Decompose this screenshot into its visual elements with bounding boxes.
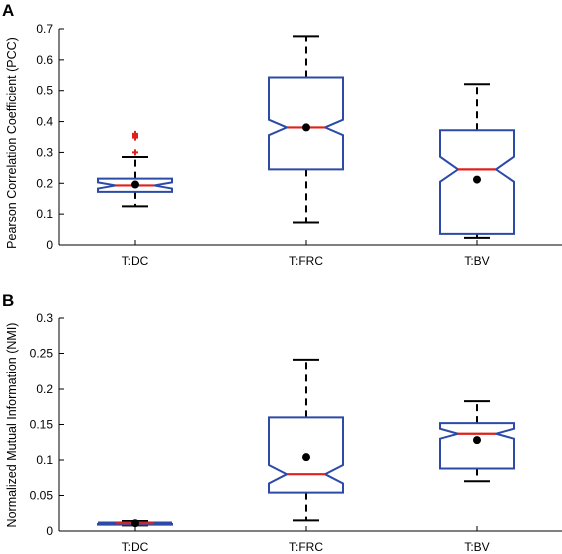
panel-a-x-tick-label: T:FRC bbox=[289, 254, 323, 268]
panel-b-box-2 bbox=[439, 400, 515, 483]
box-body bbox=[439, 129, 515, 235]
panel-b-y-tick-label: 0.15 bbox=[30, 418, 54, 432]
mean-marker bbox=[131, 519, 139, 528]
mean-marker bbox=[473, 175, 481, 184]
panel-a-plot: 0 0.1 0.2 0.3 0.4 0.5 0.6 0.7 T:DC T:FRC T:BV bbox=[36, 22, 562, 268]
panel-a-y-tick-label: 0.2 bbox=[36, 176, 53, 190]
panel-b: B Normalized Mutual Information (NMI) 00… bbox=[2, 291, 562, 554]
panel-b-y-axis-label: Normalized Mutual Information (NMI) bbox=[5, 323, 19, 528]
panel-a-y-tick-label: 0.4 bbox=[36, 115, 53, 129]
box-body bbox=[97, 521, 173, 526]
mean-marker bbox=[131, 180, 139, 189]
panel-a-y-tick-label: 0 bbox=[46, 238, 53, 252]
panel-b-box-1 bbox=[268, 358, 344, 522]
box-body bbox=[439, 422, 515, 470]
panel-a-x-tick-label: T:BV bbox=[464, 254, 489, 268]
panel-a-letter: A bbox=[2, 1, 14, 20]
panel-a-box-0 bbox=[97, 130, 173, 208]
panel-b-y-tick-label: 0 bbox=[46, 524, 53, 538]
mean-marker bbox=[302, 453, 310, 462]
panel-a-y-tick-label: 0.3 bbox=[36, 145, 53, 159]
box-body bbox=[268, 76, 344, 171]
panel-a-y-axis-label: Pearson Correlation Coefficient (PCC) bbox=[5, 37, 19, 249]
mean-marker bbox=[302, 123, 310, 132]
panel-a-y-tick-label: 0.1 bbox=[36, 207, 53, 221]
panel-b-plot: 0 0.05 0.1 0.15 0.2 0.25 0.3 T:DC T:FRC T:BV bbox=[30, 311, 562, 554]
panel-b-y-tick-label: 0.25 bbox=[30, 347, 54, 361]
box-body bbox=[97, 177, 173, 193]
panel-a-box-1 bbox=[268, 35, 344, 224]
panel-b-x-tick-label: T:DC bbox=[122, 540, 149, 554]
panel-b-y-tick-label: 0.2 bbox=[36, 382, 53, 396]
panel-a-y-tick-label: 0.7 bbox=[36, 22, 53, 36]
panel-b-y-tick-label: 0.3 bbox=[36, 311, 53, 325]
panel-b-box-0 bbox=[97, 519, 173, 528]
box-body bbox=[268, 416, 344, 494]
mean-marker bbox=[473, 436, 481, 445]
panel-b-y-tick-label: 0.1 bbox=[36, 453, 53, 467]
panel-a-y-tick-label: 0.6 bbox=[36, 53, 53, 67]
panel-a-y-tick-label: 0.5 bbox=[36, 84, 53, 98]
outlier-marker bbox=[132, 130, 138, 137]
panel-b-letter: B bbox=[2, 291, 14, 310]
panel-b-x-tick-label: T:BV bbox=[464, 540, 489, 554]
panel-b-x-tick-label: T:FRC bbox=[289, 540, 323, 554]
panel-a-box-2 bbox=[439, 83, 515, 239]
panel-a-x-tick-label: T:DC bbox=[122, 254, 149, 268]
outlier-marker bbox=[132, 149, 138, 156]
panel-a: A Pearson Correlation Coefficient (PCC) … bbox=[2, 1, 562, 268]
panel-b-y-tick-label: 0.05 bbox=[30, 489, 54, 503]
